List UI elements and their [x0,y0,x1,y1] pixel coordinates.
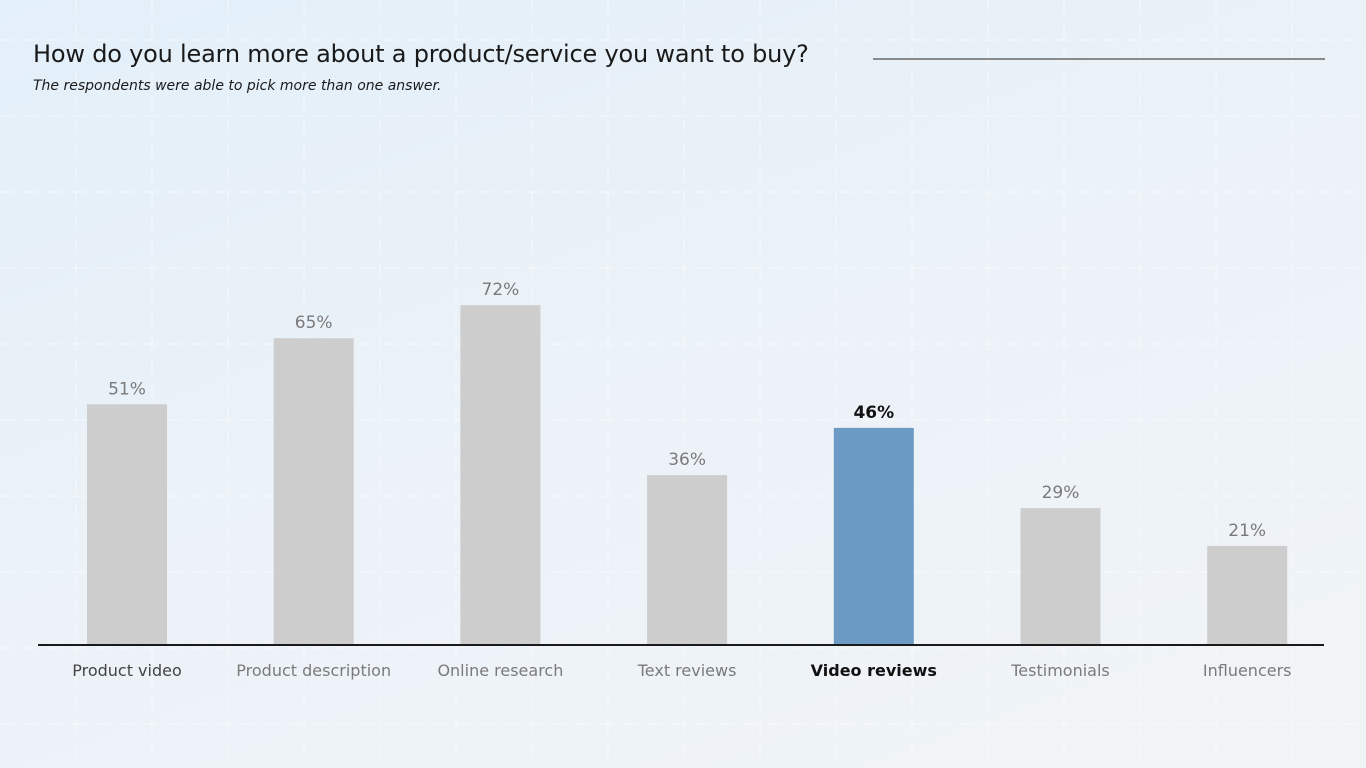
data-label: 46% [853,403,894,423]
category-label: Influencers [1203,661,1292,680]
category-label: Product video [72,661,182,680]
bar-online-research [460,305,541,645]
data-label: 29% [1042,483,1080,503]
data-label: 65% [295,313,333,333]
bar-testimonials [1020,508,1101,645]
category-label: Product description [236,661,391,680]
data-label: 36% [668,450,706,470]
category-label: Testimonials [1010,661,1110,680]
bar-text-reviews [647,475,728,645]
data-label: 51% [108,379,146,399]
bar-product-video [87,404,167,645]
data-label: 21% [1228,521,1266,541]
category-label: Video reviews [811,661,937,680]
bar-influencers [1207,545,1288,645]
chart-subtitle: The respondents were able to pick more t… [33,78,442,94]
data-label: 72% [482,280,520,300]
category-label: Online research [437,661,563,680]
chart-title: How do you learn more about a product/se… [33,40,809,68]
bar-product-description [273,338,354,645]
title-rule [873,58,1325,60]
category-label: Text reviews [637,661,737,680]
bar-video-reviews [833,427,914,645]
